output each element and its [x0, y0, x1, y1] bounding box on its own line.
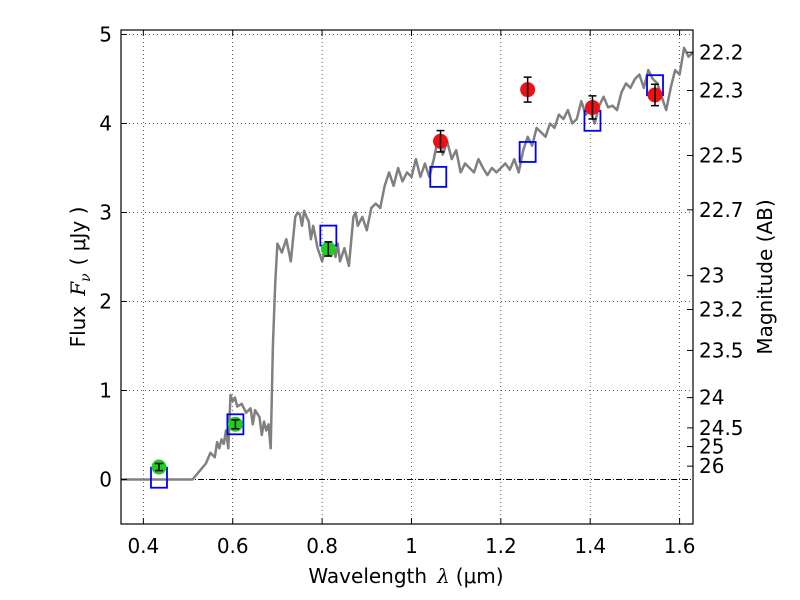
magnitude-tick-label: 22.7 [699, 198, 744, 222]
x-axis-label: Wavelength λ (μm) [308, 564, 503, 588]
grid-lines [121, 30, 693, 524]
y-tick-label: 1 [99, 378, 112, 402]
magnitude-tick-label: 23.2 [699, 297, 744, 321]
model-spectrum-layer [121, 46, 694, 481]
magnitude-tick-label: 23.5 [699, 338, 744, 362]
y-tick-label: 4 [99, 111, 112, 135]
model-photometry-box [429, 165, 448, 188]
model-spectrum-line [121, 46, 694, 481]
magnitude-tick-label: 26 [699, 454, 724, 478]
x-tick-label: 0.6 [217, 534, 249, 558]
x-tick-label: 1.6 [664, 534, 696, 558]
x-tick-label: 1.4 [574, 534, 606, 558]
y-axis-label-text: Flux [66, 306, 90, 348]
x-axis-label-symbol: λ [436, 564, 450, 588]
magnitude-tick-label: 24 [699, 386, 724, 410]
model-photometry-box [518, 141, 537, 163]
x-tick-label: 1.2 [485, 534, 517, 558]
magnitude-tick-label: 22.5 [699, 144, 744, 168]
magnitude-tick-label: 24.5 [699, 416, 744, 440]
y-axis-label: Flux Fν ( μJy ) [66, 207, 94, 348]
x-axis-label-text: Wavelength [308, 564, 427, 588]
magnitude-tick-label: 23 [699, 264, 724, 288]
y-tick-label: 3 [99, 200, 112, 224]
magnitude-tick-label: 22.3 [699, 79, 744, 103]
plot-frame [120, 29, 694, 525]
y-tick-label: 2 [99, 289, 112, 313]
x-tick-label: 1 [405, 534, 418, 558]
x-axis-ticks: 0.4 0.6 0.8 1 1.2 1.4 1.6 [127, 30, 696, 558]
y-axis-ticks: 0 1 2 3 4 5 [99, 22, 127, 491]
y-axis-label-unit: ( μJy ) [66, 207, 90, 266]
x-axis-label-unit: (μm) [456, 564, 504, 588]
model-photometry-box [226, 413, 245, 436]
magnitude-tick-label: 25 [699, 435, 724, 459]
y-axis-label-subscript: ν [78, 273, 94, 282]
observed-photometry-layer [151, 76, 663, 475]
x-tick-label: 0.8 [306, 534, 338, 558]
y-axis-label-symbol: F [66, 281, 90, 297]
y-tick-label: 5 [99, 22, 112, 46]
x-tick-label: 0.4 [127, 534, 159, 558]
magnitude-tick-label: 22.2 [699, 40, 744, 64]
y-tick-label: 0 [99, 467, 112, 491]
magnitude-axis-label: Magnitude (AB) [753, 199, 777, 354]
